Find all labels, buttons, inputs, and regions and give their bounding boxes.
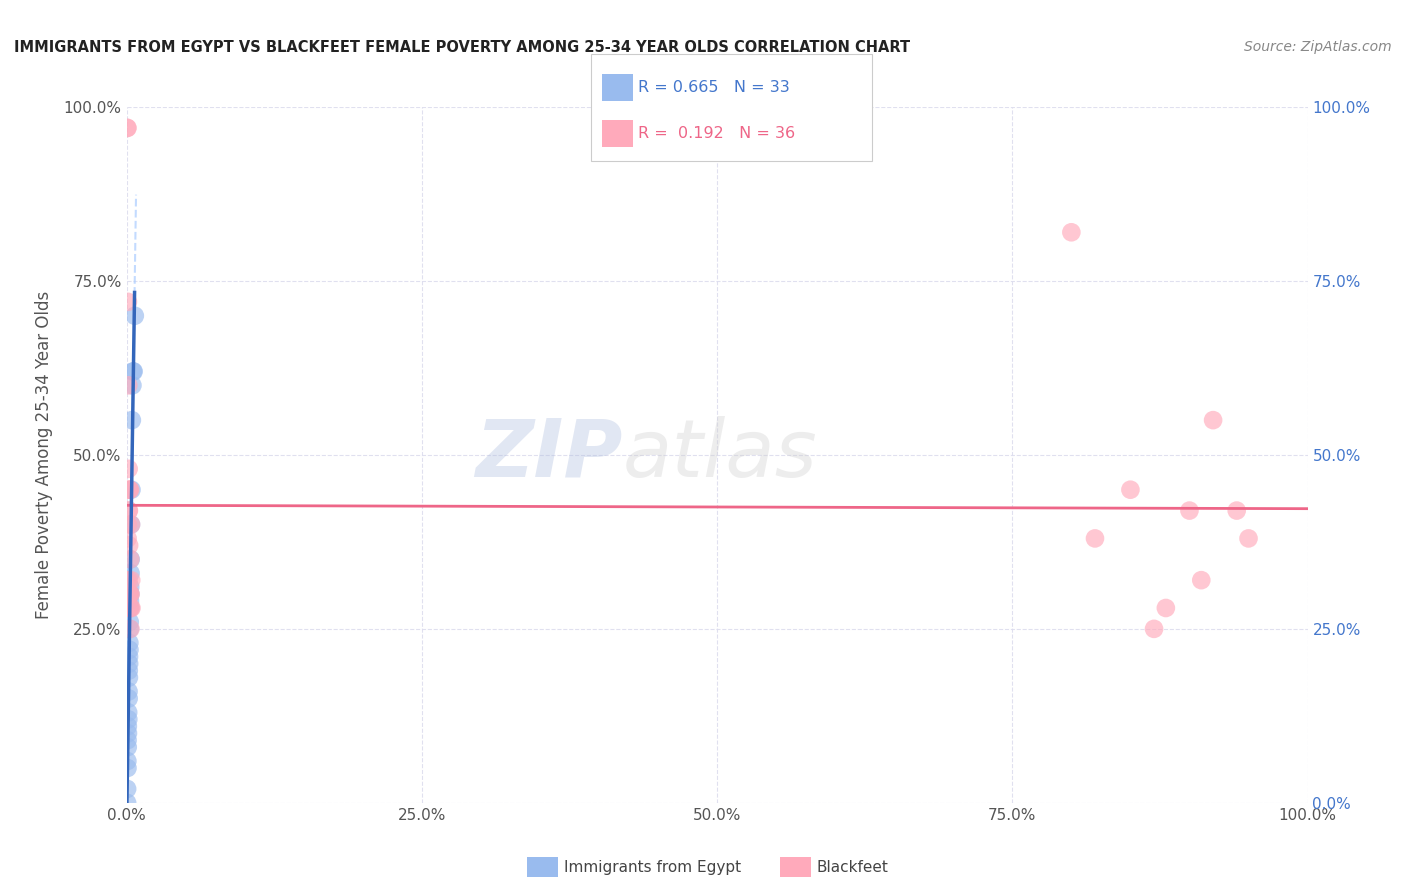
Point [122,364,145,378]
Point [117,726,139,740]
Point [121,483,143,497]
Point [1226,503,1249,517]
Point [117,294,139,309]
Point [120,580,142,594]
Text: ZIP: ZIP [475,416,623,494]
Point [120,566,142,581]
Point [118,538,141,552]
Point [120,587,142,601]
Point [115,120,138,135]
Point [1189,573,1212,587]
Point [118,649,141,664]
Point [118,587,141,601]
Point [115,796,138,810]
Point [1178,503,1201,517]
Point [120,552,142,566]
Point [1119,483,1142,497]
Point [118,671,141,685]
Point [120,552,142,566]
Point [117,712,139,726]
Point [1143,622,1166,636]
Point [120,601,142,615]
Point [118,601,141,615]
Point [117,532,139,546]
Point [118,657,141,671]
Point [118,483,141,497]
Point [118,691,141,706]
Text: R = 0.665   N = 33: R = 0.665 N = 33 [638,80,790,95]
Point [124,309,146,323]
Text: R =  0.192   N = 36: R = 0.192 N = 36 [638,127,796,141]
Point [1154,601,1177,615]
Point [115,573,138,587]
Point [1084,532,1107,546]
Point [120,601,142,615]
Point [120,517,142,532]
Point [118,642,141,657]
Point [122,364,145,378]
Point [118,622,141,636]
Point [120,587,142,601]
Point [118,594,141,608]
Point [118,573,141,587]
Point [117,587,139,601]
Point [118,615,141,629]
Y-axis label: Female Poverty Among 25-34 Year Olds: Female Poverty Among 25-34 Year Olds [35,291,52,619]
Text: IMMIGRANTS FROM EGYPT VS BLACKFEET FEMALE POVERTY AMONG 25-34 YEAR OLDS CORRELAT: IMMIGRANTS FROM EGYPT VS BLACKFEET FEMAL… [14,40,910,55]
Point [1237,532,1260,546]
Point [117,740,139,755]
Text: atlas: atlas [623,416,817,494]
Point [117,120,139,135]
Point [118,587,141,601]
Point [117,761,139,775]
Text: Blackfeet: Blackfeet [817,861,889,875]
Point [117,754,139,768]
Point [117,706,139,720]
Point [120,622,142,636]
Text: Source: ZipAtlas.com: Source: ZipAtlas.com [1244,40,1392,54]
Point [117,378,139,392]
Point [121,601,143,615]
Point [118,462,141,476]
Point [120,517,142,532]
Point [117,733,139,747]
Point [1060,225,1083,239]
Point [121,413,143,427]
Point [115,781,138,796]
Point [118,483,141,497]
Point [118,503,141,517]
Point [117,719,139,733]
Point [118,664,141,678]
Text: Immigrants from Egypt: Immigrants from Egypt [564,861,741,875]
Point [117,517,139,532]
Point [118,636,141,650]
Point [120,573,142,587]
Point [117,684,139,698]
Point [117,503,139,517]
Point [1202,413,1225,427]
Point [121,378,143,392]
Point [120,483,142,497]
